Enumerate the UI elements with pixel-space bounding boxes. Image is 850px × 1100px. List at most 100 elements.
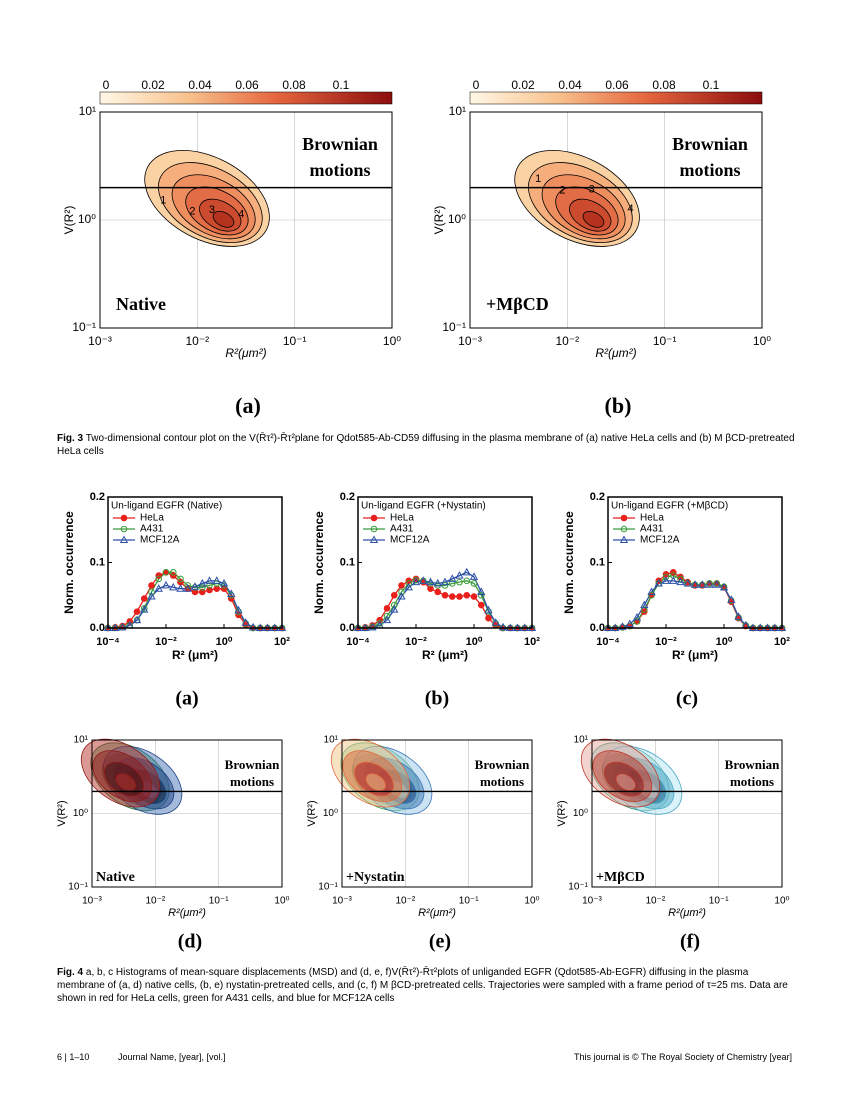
y-tick-label: 0.0	[590, 622, 605, 634]
y-axis-label: Norm. occurrence	[62, 511, 76, 614]
marker	[382, 615, 392, 624]
x-tick-label: 10⁻¹	[459, 896, 479, 907]
y-tick-label: 10⁰	[323, 808, 338, 819]
x-tick-label: 10⁻²	[155, 636, 177, 648]
marker	[177, 575, 184, 583]
y-tick-label: 10¹	[574, 735, 589, 746]
brownian-label: motions	[230, 774, 274, 789]
contour	[115, 773, 136, 792]
marker	[625, 619, 634, 628]
marker	[440, 577, 450, 586]
x-tick-label: 10⁻⁴	[96, 636, 119, 648]
contour-label: 3	[209, 204, 215, 216]
marker	[463, 577, 471, 585]
legend-marker	[120, 514, 128, 522]
condition-label: +MβCD	[596, 870, 645, 885]
y-axis-label: V(R²)	[62, 206, 76, 235]
caption-text: a, b, c Histograms of mean-square displa…	[57, 967, 788, 1004]
contour	[615, 773, 636, 792]
marker	[155, 575, 163, 583]
x-tick-label: 10⁰	[216, 636, 233, 648]
marker	[368, 622, 377, 631]
plot-frame	[341, 739, 533, 888]
x-tick-label: 10⁻²	[405, 636, 427, 648]
y-tick-label: 10⁰	[73, 808, 88, 819]
condition-label: Native	[116, 294, 166, 314]
marker	[469, 572, 479, 580]
marker	[405, 580, 413, 587]
marker	[227, 589, 236, 597]
legend-title: Un-ligand EGFR (Native)	[111, 501, 222, 512]
x-tick-label: 10⁻³	[582, 896, 602, 907]
marker	[161, 580, 171, 589]
x-tick-label: 10⁰	[753, 334, 771, 348]
marker	[647, 587, 656, 595]
marker	[477, 601, 485, 609]
marker	[690, 580, 700, 588]
y-tick-label: 10¹	[324, 735, 339, 746]
panel-label: (a)	[175, 688, 198, 710]
marker	[463, 591, 471, 599]
x-tick-label: 10⁻⁴	[596, 636, 619, 648]
legend-marker	[369, 535, 379, 543]
marker	[484, 605, 493, 614]
marker	[398, 582, 405, 589]
contour	[365, 773, 386, 792]
contour-label: 2	[189, 205, 195, 217]
marker	[190, 582, 200, 590]
marker	[404, 582, 413, 591]
contour-label: 3	[589, 184, 595, 196]
colorbar-tick-label: 0	[473, 78, 480, 92]
contour-label: 4	[238, 209, 244, 221]
x-tick-label: 10⁻¹	[283, 334, 307, 348]
panel-label: (c)	[676, 688, 698, 710]
colorbar	[469, 91, 763, 105]
marker	[640, 600, 649, 609]
marker	[419, 576, 428, 584]
marker	[705, 580, 714, 588]
colorbar-tick-label: 0.1	[333, 78, 350, 92]
legend-label: A431	[640, 524, 664, 535]
marker	[677, 573, 684, 581]
contour-label: 1	[160, 194, 166, 206]
x-axis-label: R²(μm²)	[168, 907, 206, 919]
panel-label: (b)	[425, 688, 449, 710]
marker	[683, 578, 692, 587]
contour-label: 1	[535, 173, 541, 185]
caption-label: Fig. 3	[57, 433, 84, 444]
legend-marker	[119, 535, 129, 543]
y-tick-label: 10⁻¹	[442, 320, 466, 334]
x-axis-label: R²(μm²)	[595, 346, 636, 360]
brownian-label: Brownian	[475, 757, 530, 772]
marker	[140, 605, 149, 613]
marker	[390, 605, 399, 613]
x-tick-label: 10⁰	[383, 334, 401, 348]
x-axis-label: R² (μm²)	[422, 648, 468, 662]
y-tick-label: 10¹	[449, 104, 466, 118]
colorbar-tick-label: 0.04	[558, 78, 582, 92]
brownian-label: Brownian	[672, 134, 748, 154]
marker	[234, 605, 243, 614]
y-tick-label: 0.0	[340, 622, 355, 634]
marker	[118, 622, 127, 631]
marker	[456, 593, 463, 600]
marker	[206, 582, 213, 589]
legend-label: MCF12A	[390, 535, 430, 546]
marker	[398, 588, 405, 596]
legend-label: HeLa	[140, 513, 164, 524]
marker	[455, 571, 464, 579]
marker	[712, 580, 721, 588]
marker	[648, 591, 655, 599]
panel-label: (b)	[605, 393, 632, 418]
contour-label: 4	[628, 203, 634, 215]
marker	[133, 608, 141, 615]
plot-frame	[107, 496, 283, 629]
figure-4-caption: Fig. 4 a, b, c Histograms of mean-square…	[57, 966, 797, 1005]
marker	[376, 620, 384, 627]
x-tick-label: 10²	[274, 636, 290, 648]
marker	[162, 569, 170, 576]
panel-label: (d)	[178, 931, 202, 953]
marker	[176, 584, 185, 592]
legend-marker	[620, 525, 628, 533]
